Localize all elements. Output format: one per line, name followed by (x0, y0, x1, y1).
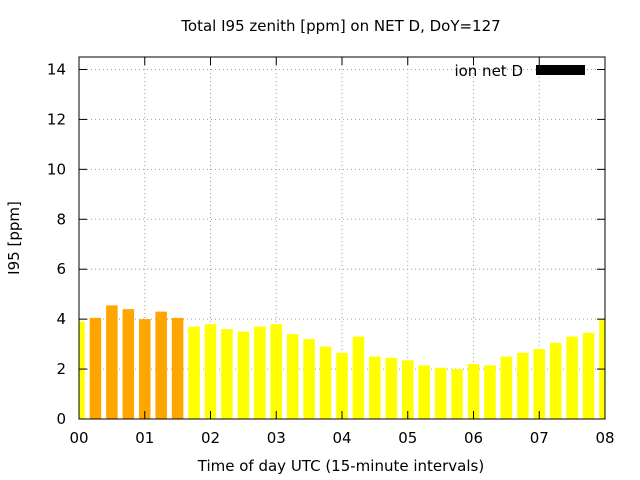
x-tick-label: 00 (69, 429, 88, 447)
bar (484, 365, 496, 419)
x-tick-label: 02 (201, 429, 220, 447)
y-tick-label: 6 (56, 260, 66, 278)
bar (385, 357, 398, 419)
y-tick-label: 8 (56, 210, 66, 228)
bar (352, 336, 365, 419)
x-tick-label: 01 (135, 429, 154, 447)
bar (434, 367, 447, 419)
y-tick-label: 2 (56, 360, 66, 378)
bar (79, 321, 85, 419)
y-axis-label: I95 [ppm] (5, 201, 23, 275)
bar (204, 324, 217, 419)
y-tick-label: 14 (47, 60, 66, 78)
x-tick-label: 05 (398, 429, 417, 447)
bar (221, 329, 233, 419)
bar (549, 342, 562, 419)
bar (336, 352, 348, 419)
y-tick-label: 12 (47, 110, 66, 128)
x-tick-label: 08 (595, 429, 614, 447)
bar (122, 309, 135, 419)
bar (566, 336, 578, 419)
y-tick-label: 4 (56, 310, 66, 328)
bar (188, 326, 200, 419)
bar (237, 331, 250, 419)
bar (533, 349, 546, 419)
bar (418, 365, 430, 419)
y-tick-label: 10 (47, 160, 66, 178)
bar (517, 352, 529, 419)
bar (254, 326, 266, 419)
x-tick-label: 04 (332, 429, 351, 447)
bar (138, 319, 151, 419)
legend: ion net D (454, 62, 585, 80)
bar (500, 356, 513, 419)
axis-ticks (78, 57, 606, 420)
bar (319, 346, 332, 419)
chart-title: Total I95 zenith [ppm] on NET D, DoY=127 (180, 17, 500, 35)
bar (451, 369, 463, 419)
bar (467, 364, 480, 419)
bar (303, 339, 315, 419)
legend-swatch (536, 65, 585, 75)
y-tick-label: 0 (56, 410, 66, 428)
x-tick-label: 07 (530, 429, 549, 447)
x-axis-label: Time of day UTC (15-minute intervals) (197, 457, 484, 475)
bar (270, 324, 283, 419)
bar (369, 356, 381, 419)
bar (89, 317, 102, 419)
x-tick-label: 06 (464, 429, 483, 447)
bar (106, 305, 118, 419)
bar (155, 311, 167, 419)
bar (171, 317, 184, 419)
x-tick-label: 03 (267, 429, 286, 447)
bar (286, 334, 299, 419)
bars (79, 305, 605, 419)
bar (582, 332, 595, 419)
legend-label: ion net D (454, 62, 523, 80)
grid-lines (79, 57, 605, 419)
bar (401, 360, 414, 419)
